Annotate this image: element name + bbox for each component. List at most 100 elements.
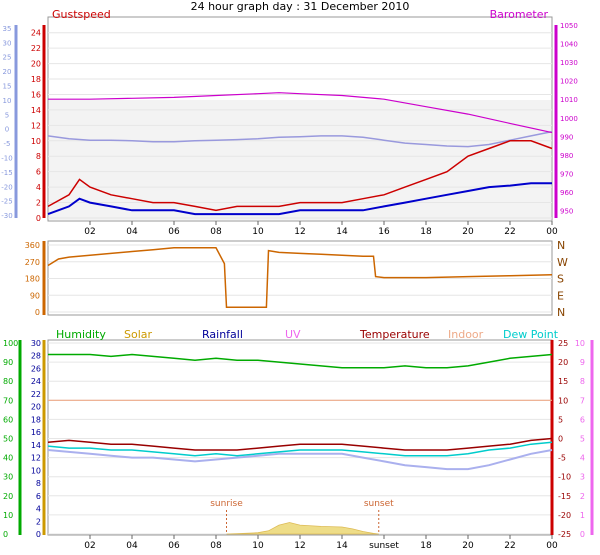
temp-axis-label: 10 bbox=[3, 97, 12, 105]
compass-label: N bbox=[557, 306, 565, 319]
uv-axis-label: 1 bbox=[580, 511, 585, 520]
series-barometer-line bbox=[48, 92, 553, 134]
series-windchill-line bbox=[47, 449, 553, 471]
solar-axis-label: 24 bbox=[31, 377, 41, 386]
series-direction-line bbox=[47, 247, 553, 309]
x-axis-tick-label: 20 bbox=[462, 541, 474, 551]
humidity-axis-label: 90 bbox=[3, 358, 13, 367]
baro-axis-label: 1010 bbox=[560, 96, 578, 104]
gust-axis-label: 18 bbox=[31, 75, 41, 84]
gust-axis-label: 10 bbox=[31, 137, 41, 146]
gust-axis-label: 16 bbox=[31, 90, 41, 99]
barometer-legend: Barometer bbox=[490, 8, 549, 21]
sun-marker-label: sunset bbox=[364, 499, 394, 509]
uv-axis-label: 5 bbox=[580, 435, 585, 444]
gust-axis-label: 14 bbox=[31, 106, 41, 115]
solar-axis-label: 16 bbox=[31, 428, 41, 437]
uv-legend: UV bbox=[285, 328, 301, 341]
gust-axis-label: 2 bbox=[36, 199, 41, 208]
direction-axis-label: 360 bbox=[25, 241, 40, 250]
humidity-axis-label: 0 bbox=[3, 530, 8, 539]
x-axis-tick-label: 04 bbox=[126, 227, 138, 237]
axis-bar bbox=[590, 340, 594, 535]
x-axis-tick-label: 10 bbox=[252, 541, 264, 551]
solar-axis-label: 4 bbox=[36, 505, 41, 514]
x-axis-tick-label: 08 bbox=[210, 227, 222, 237]
uv-axis-label: 10 bbox=[575, 339, 585, 348]
temp-axis-label: -20 bbox=[1, 183, 12, 191]
series-gustspeed-line bbox=[47, 140, 553, 212]
x-axis-tick-label: 06 bbox=[168, 541, 180, 551]
solar-axis-label: 26 bbox=[31, 364, 41, 373]
baro-axis-label: 1050 bbox=[560, 22, 578, 30]
solar-axis-label: 14 bbox=[31, 441, 41, 450]
baro-axis-label: 980 bbox=[560, 152, 573, 160]
solar-axis-label: 0 bbox=[36, 530, 41, 539]
gust-axis-label: 12 bbox=[31, 121, 41, 130]
temp-axis-label: 15 bbox=[558, 377, 568, 386]
baro-axis-label: 960 bbox=[560, 189, 573, 197]
series-solar-area bbox=[226, 522, 379, 535]
uv-axis-label: 7 bbox=[580, 396, 585, 405]
baro-axis-label: 950 bbox=[560, 208, 573, 216]
direction-axis-label: 90 bbox=[30, 291, 40, 300]
humidity-axis-label: 60 bbox=[3, 415, 13, 424]
sun-marker-label: sunrise bbox=[210, 499, 243, 509]
x-axis-tick-label: 14 bbox=[336, 227, 348, 237]
x-axis-tick-label: 14 bbox=[336, 541, 348, 551]
x-axis-tick-label: 10 bbox=[252, 227, 264, 237]
compass-label: N bbox=[557, 239, 565, 252]
solar-axis-label: 8 bbox=[36, 479, 41, 488]
temperature-legend: Temperature bbox=[359, 328, 430, 341]
axis-bar bbox=[550, 340, 554, 535]
temp-axis-label: 5 bbox=[558, 415, 563, 424]
humidity-axis-label: 10 bbox=[3, 511, 13, 520]
humidity-legend: Humidity bbox=[56, 328, 106, 341]
temp-axis-label: -15 bbox=[1, 169, 12, 177]
baro-axis-label: 970 bbox=[560, 170, 573, 178]
chart-title: 24 hour graph day : 31 December 2010 bbox=[191, 0, 410, 13]
axis-bar bbox=[42, 25, 46, 218]
temp-axis-label: 10 bbox=[558, 396, 568, 405]
compass-label: S bbox=[557, 273, 564, 286]
series-humidity-line bbox=[48, 353, 553, 369]
x-axis-tick-label: 16 bbox=[378, 227, 390, 237]
solar-axis-label: 18 bbox=[31, 415, 41, 424]
solar-legend: Solar bbox=[124, 328, 153, 341]
dewpoint-legend: Dew Point bbox=[503, 328, 559, 341]
temp-axis-label: -25 bbox=[558, 530, 571, 539]
temp-axis-label: -25 bbox=[1, 198, 12, 206]
axis-bar bbox=[554, 25, 558, 218]
x-axis-tick-label: 22 bbox=[504, 541, 515, 551]
humidity-axis-label: 80 bbox=[3, 377, 13, 386]
shaded-band bbox=[49, 100, 551, 220]
solar-axis-label: 20 bbox=[31, 403, 41, 412]
solar-axis-label: 10 bbox=[31, 466, 41, 475]
temp-axis-label: -10 bbox=[1, 155, 12, 163]
axis-bar bbox=[42, 241, 46, 315]
axis-bar bbox=[14, 25, 18, 218]
humidity-axis-label: 30 bbox=[3, 473, 13, 482]
temp-axis-label: 0 bbox=[5, 126, 9, 134]
x-axis-tick-label: 06 bbox=[168, 227, 180, 237]
uv-axis-label: 6 bbox=[580, 415, 585, 424]
humidity-axis-label: 100 bbox=[3, 339, 18, 348]
temp-axis-label: 5 bbox=[5, 111, 9, 119]
temp-axis-label: 20 bbox=[3, 68, 12, 76]
solar-axis-label: 6 bbox=[36, 492, 41, 501]
temp-axis-label: -5 bbox=[558, 454, 566, 463]
direction-axis-label: 270 bbox=[25, 258, 40, 267]
gust-axis-label: 8 bbox=[36, 152, 41, 161]
gust-axis-label: 22 bbox=[31, 44, 41, 53]
solar-axis-label: 22 bbox=[31, 390, 41, 399]
direction-axis-label: 0 bbox=[35, 308, 40, 317]
temp-axis-label: 25 bbox=[3, 54, 12, 62]
x-axis-tick-label: 22 bbox=[504, 227, 515, 237]
gust-axis-label: 20 bbox=[31, 60, 41, 69]
temp-axis-label: -15 bbox=[558, 492, 571, 501]
temp-axis-label: 0 bbox=[558, 435, 563, 444]
uv-axis-label: 9 bbox=[580, 358, 585, 367]
series-dewpoint-line bbox=[47, 441, 553, 457]
baro-axis-label: 990 bbox=[560, 133, 573, 141]
